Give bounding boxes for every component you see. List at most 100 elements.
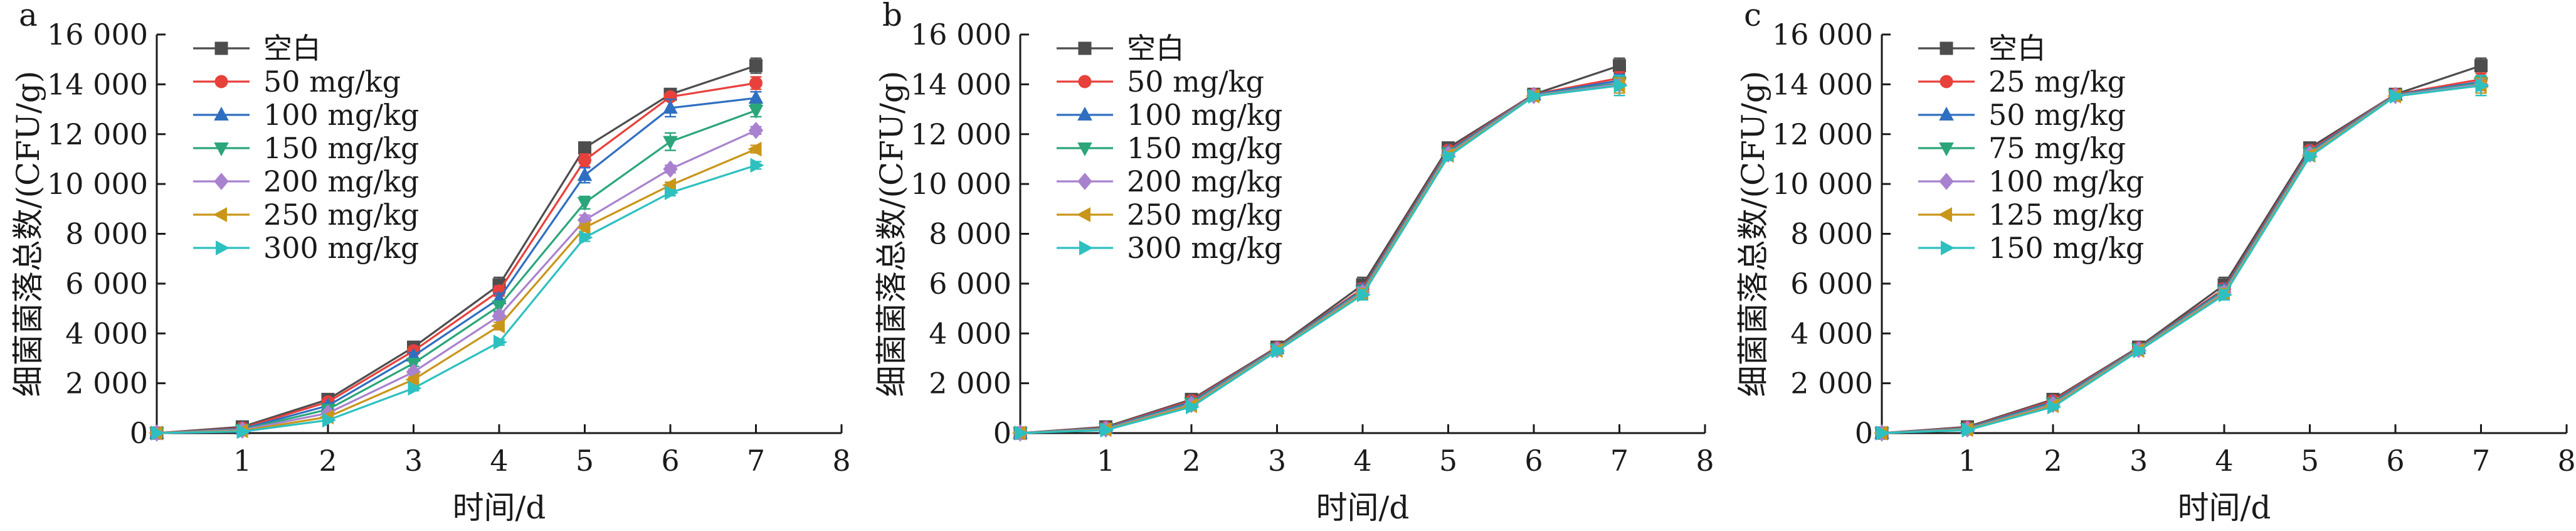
data-point — [578, 153, 591, 167]
series-line — [156, 82, 756, 434]
series-4 — [1874, 75, 2489, 442]
series-line — [1881, 83, 2481, 434]
series-1 — [150, 76, 763, 440]
data-point — [2390, 88, 2404, 104]
data-point — [1876, 426, 1891, 441]
legend-label: 空白 — [1988, 31, 2046, 65]
data-point — [490, 318, 505, 334]
legend-marker — [1939, 142, 1954, 157]
data-point — [748, 122, 764, 139]
legend-label: 200 mg/kg — [263, 164, 419, 198]
series-line — [1881, 80, 2481, 434]
x-tick-label: 1 — [1097, 444, 1115, 478]
data-point — [663, 136, 678, 150]
y-tick-label: 6 000 — [65, 267, 148, 301]
series-line — [1020, 84, 1620, 434]
series-6 — [1015, 75, 1628, 441]
legend-marker — [1940, 75, 1953, 88]
data-point — [2304, 149, 2318, 164]
data-point — [151, 426, 166, 441]
legend-label: 空白 — [1127, 31, 1185, 65]
legend-label: 50 mg/kg — [1988, 98, 2126, 132]
x-tick-label: 5 — [2301, 444, 2319, 478]
x-tick-label: 3 — [1268, 444, 1286, 478]
series-line — [156, 65, 757, 434]
series-2 — [1874, 73, 2489, 439]
data-point — [492, 300, 507, 314]
y-tick-label: 2 000 — [1790, 367, 1873, 400]
x-tick-label: 2 — [319, 444, 337, 478]
data-point — [1528, 88, 1543, 104]
legend-label: 100 mg/kg — [263, 98, 419, 132]
legend-label: 300 mg/kg — [1127, 231, 1282, 265]
y-tick-label: 16 000 — [47, 18, 148, 51]
series-line — [156, 129, 757, 434]
series-line — [1881, 84, 2481, 434]
legend-marker — [1079, 240, 1094, 255]
x-tick-label: 1 — [233, 444, 251, 478]
data-point — [749, 59, 763, 73]
y-tick-label: 16 000 — [1772, 18, 1873, 51]
x-tick-label: 5 — [1439, 444, 1457, 478]
series-line — [1020, 65, 1620, 434]
y-tick-label: 8 000 — [1790, 217, 1873, 251]
series-line — [1020, 83, 1620, 434]
legend-marker — [214, 41, 228, 55]
series-5 — [1873, 77, 2487, 441]
legend-label: 150 mg/kg — [1127, 131, 1282, 165]
data-point — [2133, 343, 2147, 358]
legend-label: 75 mg/kg — [1988, 131, 2126, 165]
y-tick-label: 2 000 — [65, 367, 148, 400]
series-3 — [149, 103, 764, 442]
y-tick-label: 16 000 — [911, 18, 1011, 51]
y-tick-label: 2 000 — [929, 367, 1011, 400]
legend-marker — [214, 106, 229, 121]
x-tick-label: 2 — [2044, 444, 2062, 478]
y-axis-title: 细菌菌落总数/(CFU/g) — [874, 71, 910, 397]
data-point — [665, 185, 679, 200]
x-axis-title: 时间/d — [453, 490, 546, 526]
data-point — [322, 412, 337, 428]
data-point — [1613, 59, 1626, 73]
x-tick-label: 8 — [2557, 444, 2575, 478]
y-axis-title: 细菌菌落总数/(CFU/g) — [10, 71, 46, 397]
y-tick-label: 8 000 — [929, 217, 1011, 251]
legend-label: 125 mg/kg — [1988, 198, 2144, 232]
y-tick-label: 8 000 — [65, 217, 148, 251]
legend-marker — [1941, 240, 1955, 255]
series-3 — [1013, 76, 1627, 442]
series-6 — [151, 158, 764, 441]
y-tick-label: 14 000 — [47, 67, 148, 101]
series-line — [156, 164, 756, 434]
panel-letter: b — [882, 0, 902, 33]
x-tick-label: 4 — [1353, 444, 1371, 478]
legend-label: 空白 — [263, 31, 321, 65]
data-point — [2219, 287, 2233, 303]
y-tick-label: 10 000 — [47, 167, 148, 201]
chart-panel-b: b 0 2 000 4 000 6 000 8 000 10 000 12 000 14 000… — [874, 0, 1714, 526]
data-point — [408, 380, 422, 396]
data-point — [1961, 422, 1976, 438]
x-tick-label: 3 — [2130, 444, 2148, 478]
x-tick-label: 2 — [1182, 444, 1200, 478]
y-tick-label: 6 000 — [929, 267, 1011, 301]
series-1 — [1875, 72, 2488, 440]
legend-label: 100 mg/kg — [1127, 98, 1282, 132]
legend-marker — [1077, 106, 1092, 121]
x-tick-label: 4 — [2215, 444, 2233, 478]
data-point — [748, 90, 764, 104]
data-point — [2047, 399, 2062, 415]
x-axis-title: 时间/d — [2178, 490, 2271, 526]
data-point — [747, 141, 762, 157]
x-axis-title: 时间/d — [1316, 490, 1410, 526]
legend-marker — [1077, 173, 1092, 190]
series-1 — [1013, 71, 1626, 440]
y-tick-label: 0 — [130, 416, 148, 450]
series-line — [1020, 79, 1620, 434]
data-point — [750, 158, 764, 173]
chart-panel-c: c 0 2 000 4 000 6 000 8 000 10 000 12 000 14 000… — [1735, 0, 2576, 526]
legend-label: 150 mg/kg — [1988, 231, 2144, 265]
y-tick-label: 4 000 — [65, 316, 148, 350]
y-tick-label: 0 — [1855, 416, 1873, 450]
